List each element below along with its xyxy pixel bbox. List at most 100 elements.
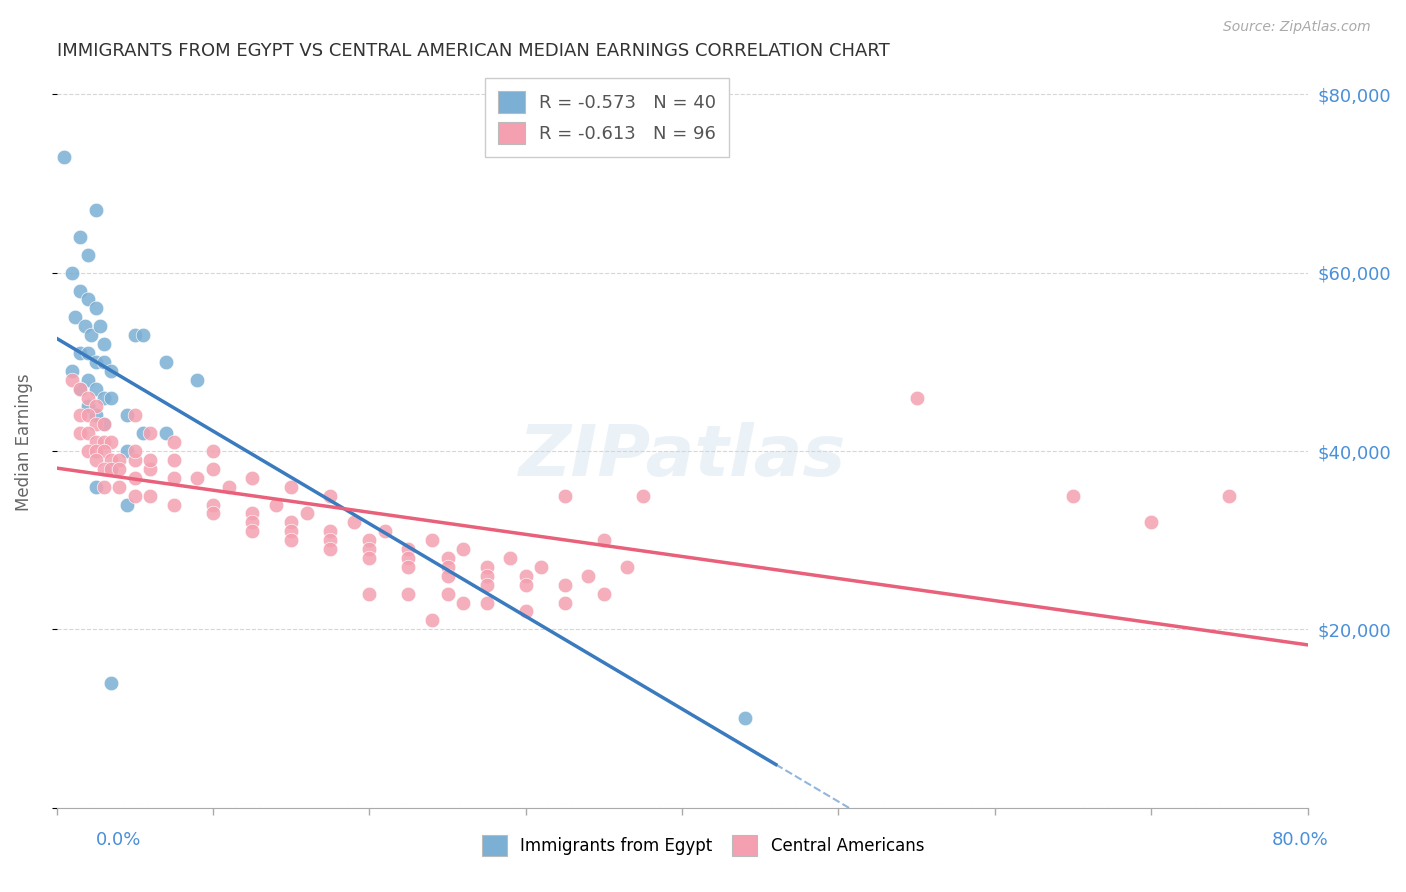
Point — [593, 587, 616, 601]
Point — [100, 675, 122, 690]
Point — [84, 435, 107, 450]
Point — [163, 498, 186, 512]
Point — [115, 444, 138, 458]
Point — [436, 569, 458, 583]
Point — [115, 498, 138, 512]
Point — [186, 373, 208, 387]
Point — [69, 382, 91, 396]
Point — [84, 301, 107, 316]
Point — [530, 560, 553, 574]
Point — [240, 516, 263, 530]
Point — [280, 533, 302, 548]
Text: Source: ZipAtlas.com: Source: ZipAtlas.com — [1223, 20, 1371, 34]
Point — [77, 409, 100, 423]
Point — [436, 551, 458, 566]
Point — [84, 382, 107, 396]
Point — [139, 426, 162, 441]
Point — [77, 444, 100, 458]
Point — [93, 417, 115, 432]
Point — [84, 444, 107, 458]
Point — [631, 489, 654, 503]
Point — [420, 533, 443, 548]
Point — [374, 524, 396, 539]
Point — [124, 489, 146, 503]
Point — [84, 355, 107, 369]
Point — [515, 578, 537, 592]
Point — [139, 453, 162, 467]
Point — [475, 578, 498, 592]
Text: IMMIGRANTS FROM EGYPT VS CENTRAL AMERICAN MEDIAN EARNINGS CORRELATION CHART: IMMIGRANTS FROM EGYPT VS CENTRAL AMERICA… — [56, 42, 890, 60]
Point — [343, 516, 366, 530]
Point — [93, 417, 115, 432]
Point — [359, 533, 381, 548]
Point — [139, 462, 162, 476]
Point — [155, 355, 177, 369]
Point — [100, 462, 122, 476]
Point — [108, 462, 131, 476]
Y-axis label: Median Earnings: Median Earnings — [15, 373, 32, 511]
Point — [77, 400, 100, 414]
Point — [1218, 489, 1240, 503]
Point — [69, 284, 91, 298]
Point — [89, 319, 111, 334]
Point — [93, 355, 115, 369]
Point — [84, 400, 107, 414]
Point — [201, 462, 224, 476]
Point — [396, 542, 419, 557]
Point — [100, 462, 122, 476]
Point — [201, 498, 224, 512]
Point — [319, 524, 342, 539]
Legend: Immigrants from Egypt, Central Americans: Immigrants from Egypt, Central Americans — [474, 827, 932, 864]
Point — [240, 507, 263, 521]
Point — [163, 435, 186, 450]
Point — [84, 453, 107, 467]
Point — [163, 471, 186, 485]
Point — [108, 480, 131, 494]
Point — [124, 471, 146, 485]
Point — [616, 560, 638, 574]
Point — [77, 293, 100, 307]
Point — [280, 480, 302, 494]
Point — [499, 551, 522, 566]
Point — [69, 382, 91, 396]
Point — [124, 409, 146, 423]
Point — [65, 310, 87, 325]
Point — [80, 328, 103, 343]
Point — [576, 569, 599, 583]
Point — [396, 560, 419, 574]
Point — [319, 489, 342, 503]
Point — [186, 471, 208, 485]
Point — [420, 614, 443, 628]
Point — [84, 480, 107, 494]
Point — [436, 560, 458, 574]
Point — [124, 444, 146, 458]
Point — [554, 596, 576, 610]
Point — [396, 587, 419, 601]
Point — [60, 266, 83, 280]
Point — [93, 462, 115, 476]
Point — [359, 551, 381, 566]
Point — [240, 524, 263, 539]
Point — [84, 409, 107, 423]
Point — [73, 319, 96, 334]
Point — [77, 346, 100, 360]
Point — [436, 587, 458, 601]
Point — [77, 373, 100, 387]
Point — [264, 498, 287, 512]
Point — [77, 248, 100, 262]
Point — [451, 596, 474, 610]
Point — [593, 533, 616, 548]
Point — [475, 596, 498, 610]
Point — [295, 507, 318, 521]
Point — [163, 453, 186, 467]
Point — [53, 150, 76, 164]
Text: 80.0%: 80.0% — [1272, 831, 1329, 849]
Point — [84, 417, 107, 432]
Point — [100, 391, 122, 405]
Point — [1140, 516, 1163, 530]
Point — [218, 480, 240, 494]
Point — [201, 507, 224, 521]
Point — [77, 391, 100, 405]
Point — [201, 444, 224, 458]
Legend: R = -0.573   N = 40, R = -0.613   N = 96: R = -0.573 N = 40, R = -0.613 N = 96 — [485, 78, 728, 157]
